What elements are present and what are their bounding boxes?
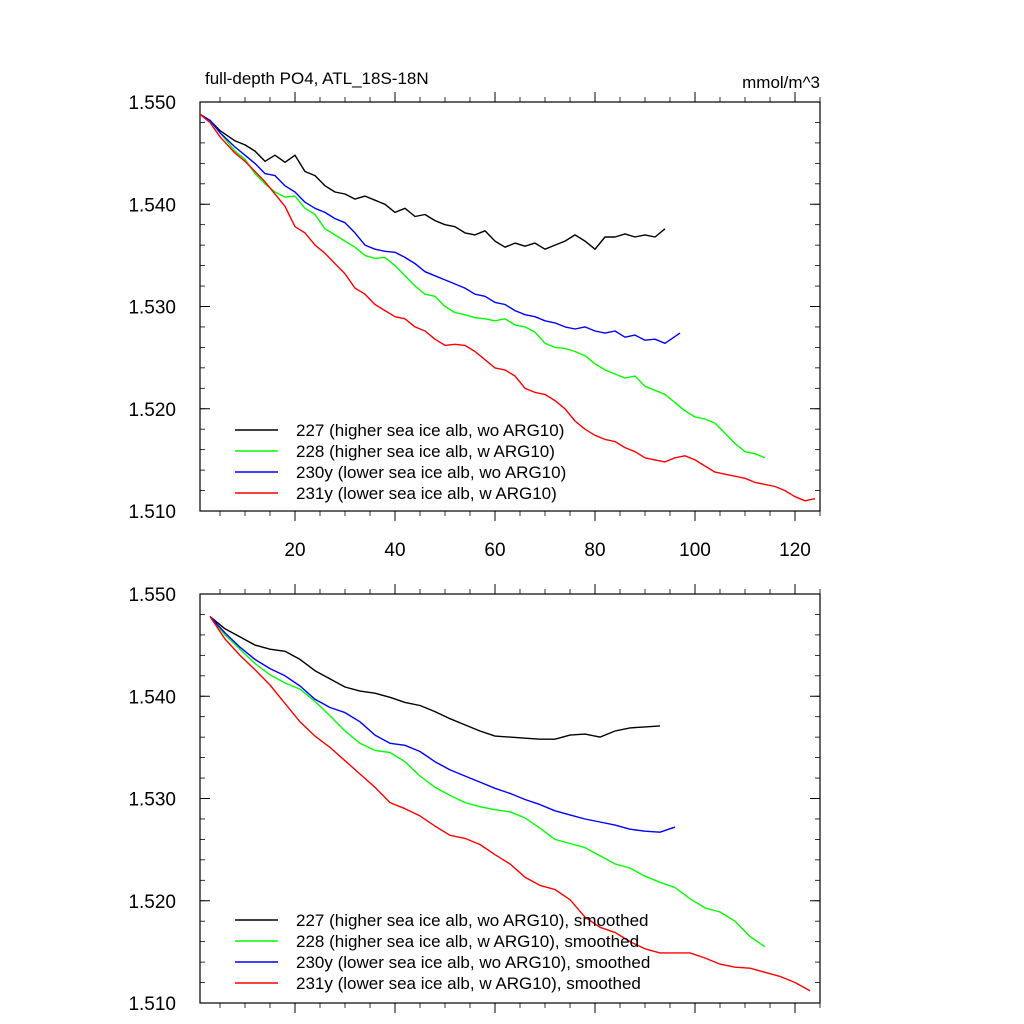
y-tick-label: 1.540	[128, 687, 176, 708]
x-tick-label: 20	[284, 540, 305, 561]
y-tick-label: 1.510	[128, 502, 176, 523]
bottom-panel: 1.550 1.540 1.530 1.520 1.510 227 (higher sea…	[128, 584, 821, 1015]
legend-label: 228 (higher sea ice alb, w ARG10), smoot…	[296, 932, 639, 951]
legend-label: 230y (lower sea ice alb, wo ARG10), smoo…	[296, 953, 650, 972]
y-tick-label: 1.550	[128, 585, 176, 606]
series-line-3	[209, 616, 811, 992]
x-tick-label: 120	[779, 540, 811, 561]
y-tick-label: 1.520	[128, 892, 176, 913]
series-line-0	[209, 615, 661, 740]
x-tick-label: 60	[484, 540, 505, 561]
y-tick-label: 1.550	[128, 93, 176, 114]
series-line-1	[209, 616, 766, 948]
series-line-1	[199, 113, 766, 459]
series-line-2	[209, 616, 676, 833]
series-line-3	[199, 113, 816, 502]
series-line-2	[199, 113, 681, 344]
units-label: mmol/m^3	[742, 73, 820, 92]
y-tick-label: 1.530	[128, 298, 176, 319]
top-panel: full-depth PO4, ATL_18S-18N mmol/m^3 1.5…	[128, 69, 821, 561]
series-line-0	[199, 113, 666, 250]
legend-label: 230y (lower sea ice alb, wo ARG10)	[296, 463, 566, 482]
x-tick-label: 40	[384, 540, 405, 561]
legend-label: 231y (lower sea ice alb, w ARG10)	[296, 484, 557, 503]
legend-label: 227 (higher sea ice alb, wo ARG10)	[296, 421, 564, 440]
chart-title: full-depth PO4, ATL_18S-18N	[205, 69, 429, 88]
y-tick-label: 1.540	[128, 195, 176, 216]
legend-label: 231y (lower sea ice alb, w ARG10), smoot…	[296, 974, 641, 993]
y-tick-label: 1.530	[128, 790, 176, 811]
x-tick-label: 100	[679, 540, 711, 561]
legend-label: 227 (higher sea ice alb, wo ARG10), smoo…	[296, 911, 648, 930]
x-tick-label: 80	[584, 540, 605, 561]
y-tick-label: 1.520	[128, 400, 176, 421]
y-tick-label: 1.510	[128, 994, 176, 1015]
legend-label: 228 (higher sea ice alb, w ARG10)	[296, 442, 555, 461]
